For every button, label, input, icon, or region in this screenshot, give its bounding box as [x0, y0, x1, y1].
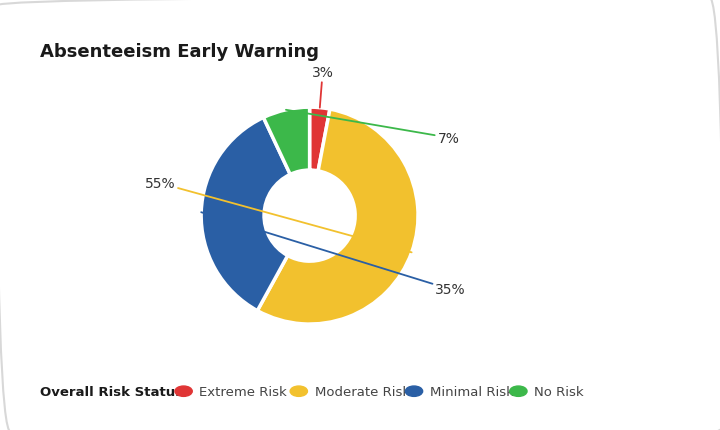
Text: 7%: 7%	[286, 111, 459, 145]
Text: Extreme Risk: Extreme Risk	[199, 385, 287, 398]
Text: Moderate Risk: Moderate Risk	[315, 385, 410, 398]
Text: No Risk: No Risk	[534, 385, 584, 398]
Circle shape	[264, 171, 355, 261]
Wedge shape	[264, 108, 310, 175]
Text: 3%: 3%	[312, 66, 333, 108]
Wedge shape	[257, 110, 418, 324]
Wedge shape	[310, 108, 330, 172]
Text: Absenteeism Early Warning: Absenteeism Early Warning	[40, 43, 319, 61]
Wedge shape	[201, 118, 290, 311]
Text: Overall Risk Status: Overall Risk Status	[40, 385, 183, 398]
Text: Minimal Risk: Minimal Risk	[430, 385, 513, 398]
Text: 35%: 35%	[201, 213, 466, 297]
Text: 55%: 55%	[145, 177, 412, 253]
